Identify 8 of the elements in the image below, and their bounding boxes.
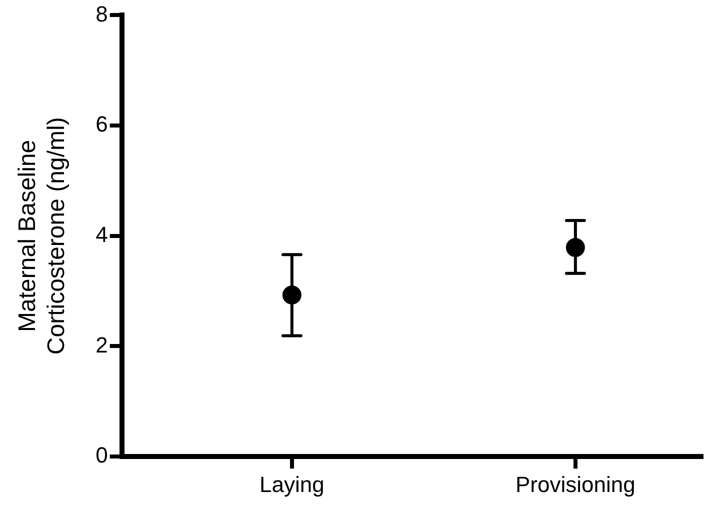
y-tick-label: 4 bbox=[96, 222, 108, 247]
y-tick-label: 0 bbox=[96, 442, 108, 468]
y-tick-label: 8 bbox=[96, 1, 108, 26]
y-tick-label: 6 bbox=[96, 112, 108, 137]
x-tick-label: Provisioning bbox=[516, 472, 636, 497]
y-tick-label: 2 bbox=[96, 332, 108, 358]
x-tick-label: Laying bbox=[260, 472, 324, 497]
y-axis-title: Maternal Baseline Corticosterone (ng/ml) bbox=[14, 117, 70, 355]
